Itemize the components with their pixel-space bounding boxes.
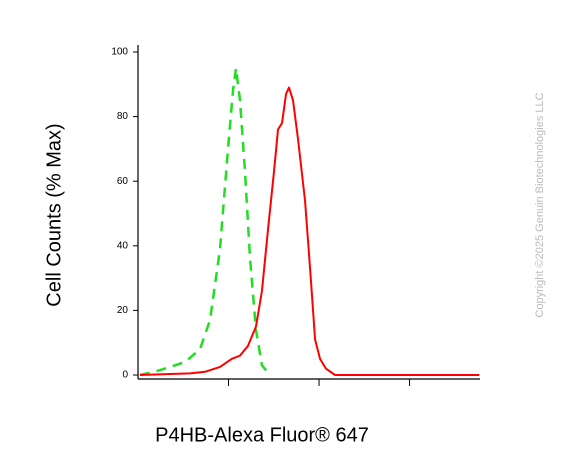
y-tick-label: 20 [117, 305, 129, 316]
histogram-line [139, 86, 480, 376]
y-tick-label: 60 [117, 176, 129, 187]
watermark: Copyright ©2025 Genuin Biotechnologies L… [534, 92, 546, 317]
y-axis-label: Cell Counts (% Max) [43, 123, 65, 306]
x-axis-label: P4HB-Alexa Fluor® 647 [155, 424, 369, 446]
y-tick-label: 40 [117, 240, 129, 251]
histogram-line [139, 66, 271, 377]
y-tick-label: 80 [117, 111, 129, 122]
y-tick-label: 100 [111, 47, 128, 58]
y-tick-label: 0 [122, 370, 128, 381]
